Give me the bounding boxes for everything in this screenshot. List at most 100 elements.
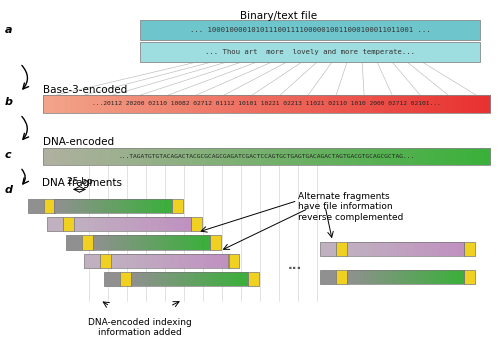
Bar — [450, 242, 453, 256]
Bar — [130, 254, 133, 268]
Bar — [94, 199, 97, 213]
Bar — [171, 148, 177, 165]
Bar — [199, 148, 205, 165]
Bar — [395, 95, 401, 113]
Bar — [168, 254, 170, 268]
Bar — [134, 235, 138, 250]
Bar — [322, 95, 328, 113]
Bar — [229, 272, 232, 286]
Bar — [122, 217, 126, 231]
Bar — [130, 235, 133, 250]
Bar — [100, 254, 112, 268]
Bar — [110, 148, 116, 165]
Bar — [126, 254, 128, 268]
Bar — [446, 270, 448, 284]
Bar — [68, 199, 71, 213]
Bar — [169, 199, 172, 213]
Bar — [111, 217, 114, 231]
Bar — [135, 254, 138, 268]
Bar — [216, 95, 222, 113]
Bar — [443, 242, 446, 256]
Bar — [227, 95, 233, 113]
Bar — [255, 148, 261, 165]
Bar — [272, 148, 278, 165]
Bar — [206, 272, 208, 286]
Bar — [132, 95, 138, 113]
Bar — [132, 148, 138, 165]
Bar — [398, 270, 402, 284]
Bar — [375, 242, 378, 256]
Bar — [104, 235, 107, 250]
Bar — [92, 235, 96, 250]
Bar — [451, 148, 457, 165]
Bar — [104, 272, 120, 286]
Text: c: c — [5, 150, 12, 160]
Bar — [57, 199, 59, 213]
Bar — [358, 270, 362, 284]
Bar — [440, 270, 444, 284]
Bar — [344, 95, 350, 113]
Bar — [138, 272, 140, 286]
Bar — [426, 242, 430, 256]
Bar — [415, 270, 418, 284]
Bar — [85, 217, 88, 231]
Bar — [97, 217, 100, 231]
Bar — [78, 199, 80, 213]
Bar — [114, 254, 116, 268]
Bar — [155, 199, 158, 213]
Bar — [224, 254, 226, 268]
Bar — [54, 148, 60, 165]
Bar — [417, 242, 420, 256]
Bar — [182, 95, 188, 113]
Bar — [244, 148, 250, 165]
Bar — [336, 242, 347, 256]
Bar — [194, 95, 200, 113]
Bar — [188, 217, 191, 231]
Bar — [76, 217, 78, 231]
Bar — [99, 199, 102, 213]
Bar — [356, 242, 359, 256]
Bar — [146, 199, 148, 213]
Bar — [479, 148, 485, 165]
Bar — [440, 95, 446, 113]
Bar — [389, 242, 392, 256]
Bar — [160, 217, 163, 231]
Bar — [202, 235, 205, 250]
Bar — [116, 199, 118, 213]
Bar — [415, 242, 418, 256]
Bar — [48, 148, 54, 165]
Bar — [255, 95, 261, 113]
Bar — [158, 199, 160, 213]
Bar — [76, 199, 78, 213]
Bar — [204, 148, 211, 165]
Bar — [194, 254, 196, 268]
Bar — [484, 95, 490, 113]
Bar — [188, 235, 192, 250]
Bar — [283, 148, 289, 165]
Bar — [347, 270, 350, 284]
Bar — [66, 235, 82, 250]
Bar — [97, 235, 100, 250]
Bar — [70, 95, 76, 113]
Bar — [378, 148, 384, 165]
Bar — [167, 199, 170, 213]
Bar — [144, 254, 147, 268]
Bar — [190, 217, 202, 231]
Bar — [354, 270, 357, 284]
Bar — [138, 95, 143, 113]
Bar — [396, 242, 399, 256]
Bar — [160, 254, 164, 268]
Bar — [172, 217, 174, 231]
Bar — [420, 270, 422, 284]
Bar — [216, 148, 222, 165]
Bar — [108, 217, 112, 231]
Bar — [74, 217, 76, 231]
Text: a: a — [5, 25, 12, 35]
Bar — [130, 217, 132, 231]
Bar — [372, 148, 378, 165]
Bar — [124, 199, 128, 213]
Bar — [88, 95, 94, 113]
Bar — [132, 217, 135, 231]
Bar — [384, 270, 388, 284]
Bar — [42, 148, 48, 165]
